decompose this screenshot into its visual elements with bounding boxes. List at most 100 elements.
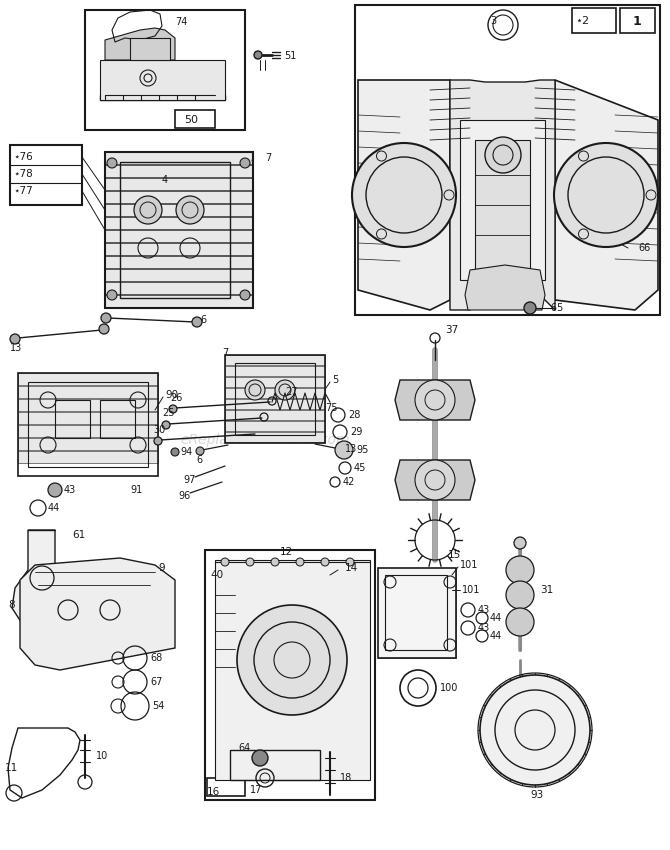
Polygon shape [450, 80, 555, 310]
Bar [225, 388, 325, 398]
Bar [18, 386, 158, 398]
Bar [120, 162, 230, 298]
Polygon shape [395, 460, 475, 500]
Bar [205, 550, 375, 800]
Text: 6: 6 [200, 315, 206, 325]
Text: 4: 4 [162, 175, 168, 185]
Text: 13: 13 [345, 444, 357, 454]
Bar [105, 204, 253, 216]
Text: 40: 40 [210, 570, 223, 580]
Text: 1: 1 [632, 14, 641, 27]
Text: 51: 51 [284, 51, 296, 61]
Bar [230, 750, 320, 780]
Text: 7: 7 [265, 153, 271, 163]
Text: 54: 54 [152, 701, 164, 711]
Text: eReplacementParts.com: eReplacementParts.com [180, 433, 350, 447]
Circle shape [485, 137, 521, 173]
Bar [378, 568, 456, 658]
Circle shape [415, 460, 455, 500]
Circle shape [246, 558, 254, 566]
Text: 26: 26 [170, 393, 182, 403]
Circle shape [162, 421, 170, 429]
Text: 45: 45 [354, 463, 366, 473]
Polygon shape [20, 558, 175, 670]
Text: ⋆77: ⋆77 [14, 186, 34, 196]
Bar [105, 256, 253, 268]
Text: ⋆76: ⋆76 [14, 152, 34, 162]
Text: 100: 100 [440, 683, 458, 693]
Text: 94: 94 [180, 447, 192, 457]
Circle shape [196, 447, 204, 455]
Text: 97: 97 [183, 475, 196, 485]
Bar [105, 165, 253, 177]
Circle shape [237, 605, 347, 715]
Circle shape [169, 405, 177, 413]
Text: 12: 12 [280, 547, 293, 557]
Text: 42: 42 [343, 477, 355, 487]
Text: 28: 28 [348, 410, 360, 420]
Polygon shape [12, 530, 78, 628]
Circle shape [352, 143, 456, 247]
Bar [105, 191, 253, 203]
Circle shape [107, 290, 117, 300]
Bar [105, 152, 253, 308]
Bar [28, 382, 148, 467]
Text: 16: 16 [207, 787, 220, 797]
Text: 13: 13 [10, 343, 22, 353]
Circle shape [134, 196, 162, 224]
Bar [225, 432, 325, 442]
Bar [105, 152, 253, 164]
Bar [18, 425, 158, 437]
Circle shape [275, 380, 295, 400]
Bar [105, 295, 253, 307]
Bar [18, 412, 158, 424]
Bar [225, 399, 325, 409]
Text: 25: 25 [162, 408, 174, 418]
Polygon shape [358, 80, 450, 310]
Bar [225, 355, 325, 443]
Circle shape [321, 558, 329, 566]
Bar [475, 140, 530, 270]
Circle shape [254, 51, 262, 59]
Polygon shape [395, 380, 475, 420]
Bar [378, 581, 456, 593]
Circle shape [514, 537, 526, 549]
Text: 15: 15 [448, 550, 461, 560]
Circle shape [221, 558, 229, 566]
Bar [225, 355, 325, 365]
Text: 95: 95 [356, 445, 369, 455]
Polygon shape [130, 38, 170, 60]
Bar [378, 594, 456, 606]
Bar [105, 230, 253, 242]
Text: 93: 93 [530, 790, 543, 800]
Bar [378, 568, 456, 580]
Text: — 65: — 65 [538, 303, 563, 313]
Bar [572, 8, 616, 33]
Text: 90: 90 [165, 390, 178, 400]
Text: 5: 5 [332, 375, 338, 385]
Bar [355, 5, 660, 315]
Text: 44: 44 [48, 503, 60, 513]
Text: 8: 8 [8, 600, 15, 610]
Bar [105, 282, 253, 294]
Text: 101: 101 [460, 560, 478, 570]
Bar [225, 421, 325, 431]
Text: 43: 43 [478, 623, 490, 633]
Text: 18: 18 [340, 773, 352, 783]
Bar [215, 560, 370, 780]
Bar [55, 400, 90, 438]
Bar [175, 110, 215, 128]
Text: 6: 6 [196, 455, 202, 465]
Circle shape [506, 608, 534, 636]
Bar [105, 178, 253, 190]
Circle shape [346, 558, 354, 566]
Text: 27: 27 [285, 387, 297, 397]
Text: 66: 66 [638, 243, 651, 253]
Bar [385, 575, 447, 650]
Bar [85, 10, 245, 130]
Polygon shape [105, 28, 175, 60]
Bar [378, 646, 456, 658]
Text: ⋆78: ⋆78 [14, 169, 34, 179]
Circle shape [107, 158, 117, 168]
Text: 9: 9 [158, 563, 165, 573]
